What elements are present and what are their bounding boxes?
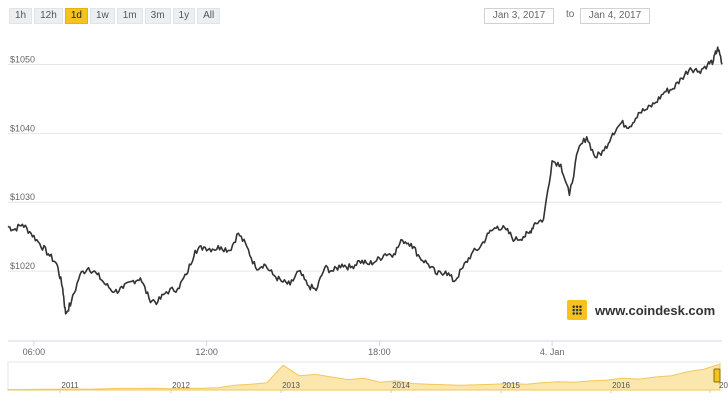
brand-text: www.coindesk.com [595,302,716,318]
date-from-input[interactable]: Jan 3, 2017 [484,8,554,24]
range-button-3m[interactable]: 3m [144,8,171,24]
navigator-year-label: 20 [719,381,728,390]
y-tick-label: $1050 [10,54,35,64]
x-tick-label: 18:00 [368,347,391,357]
navigator-handle[interactable] [713,368,721,383]
x-tick-label: 06:00 [23,347,46,357]
grid-lines [8,63,722,342]
x-tick-label: 12:00 [195,347,218,357]
range-button-1h[interactable]: 1h [9,8,33,24]
range-button-1m[interactable]: 1m [116,8,143,24]
range-button-all[interactable]: All [197,8,221,24]
range-button-1w[interactable]: 1w [89,8,115,24]
range-button-12h[interactable]: 12h [34,8,63,24]
navigator-year-label: 2014 [392,381,410,390]
date-to-label: to [566,9,575,20]
range-selector: 1h 12h 1d 1w 1m 3m 1y All [9,8,221,24]
navigator-year-label: 2013 [282,381,300,390]
navigator-year-label: 2012 [172,381,190,390]
navigator-year-label: 2011 [61,381,79,390]
range-button-1d[interactable]: 1d [64,8,88,24]
navigator-area [7,363,721,391]
y-axis-labels: $1020 $1030 $1040 $1050 [10,54,35,271]
y-tick-label: $1030 [10,192,35,202]
x-axis-labels: 06:00 12:00 18:00 4. Jan [23,341,565,357]
navigator[interactable]: 2011 2012 2013 2014 2015 2016 20 [7,361,728,393]
navigator-year-label: 2016 [612,381,630,390]
y-tick-label: $1040 [10,123,35,133]
navigator-year-label: 2015 [502,381,520,390]
x-tick-label: 4. Jan [540,347,565,357]
brand: www.coindesk.com [567,300,715,320]
y-tick-label: $1020 [10,261,35,271]
range-button-1y[interactable]: 1y [172,8,196,24]
coindesk-logo-icon [567,300,587,320]
price-line [7,46,723,315]
date-to-input[interactable]: Jan 4, 2017 [580,8,650,24]
